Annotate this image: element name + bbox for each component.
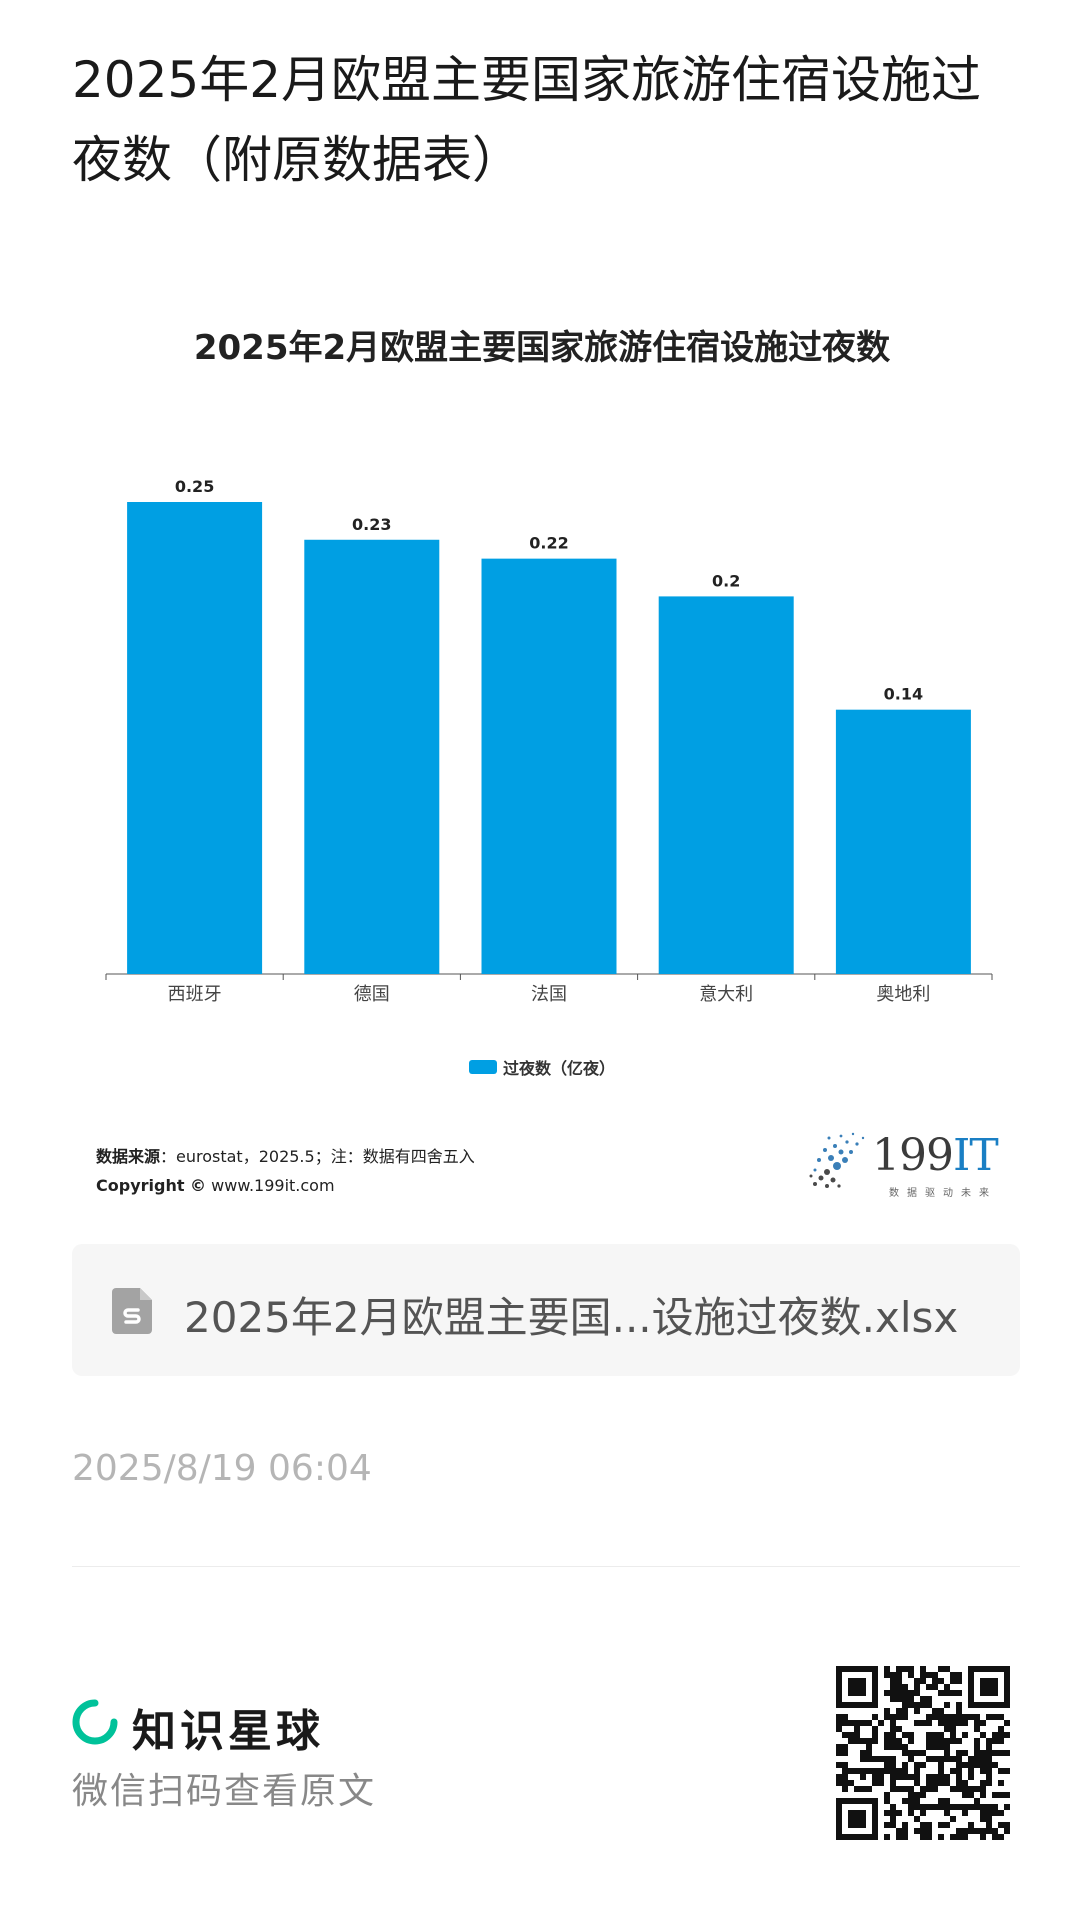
bar-3 — [658, 596, 794, 974]
bar-value-label: 0.14 — [884, 685, 923, 704]
divider — [72, 1566, 1020, 1567]
bar-value-label: 0.25 — [175, 477, 214, 496]
logo-tagline: 数据驱动未来 — [889, 1188, 997, 1199]
logo-text-accent: IT — [952, 1130, 999, 1181]
bar-value-label: 0.23 — [352, 515, 391, 534]
bar-4 — [835, 709, 971, 974]
source-label: 数据来源 — [96, 1147, 161, 1166]
x-tick-label: 法国 — [531, 984, 567, 1005]
source-text: ：eurostat，2025.5；注：数据有四舍五入 — [160, 1147, 475, 1166]
logo-text-main: 199 — [872, 1130, 954, 1181]
logo-wordmark: 199IT — [872, 1130, 999, 1181]
logo-dots-icon — [809, 1132, 865, 1188]
bar-value-label: 0.2 — [712, 571, 740, 590]
bar-1 — [304, 539, 440, 974]
bar-0 — [127, 502, 263, 974]
source-block: 数据来源：eurostat，2025.5；注：数据有四舍五入 Copyright… — [96, 1142, 475, 1200]
bar-value-label: 0.22 — [529, 534, 568, 553]
post-timestamp: 2025/8/19 06:04 — [72, 1448, 372, 1489]
copyright-line: Copyright © www.199it.com — [96, 1171, 475, 1200]
chart-image: 2025年2月欧盟主要国家旅游住宿设施过夜数 0.25 西班牙 0.23 德国 0.22… — [72, 300, 1012, 1220]
scan-hint: 微信扫码查看原文 — [72, 1771, 377, 1812]
attachment-filename: 2025年2月欧盟主要国...设施过夜数.xlsx — [184, 1293, 959, 1342]
page-title: 2025年2月欧盟主要国家旅游住宿设施过夜数（附原数据表） — [72, 51, 982, 189]
x-tick-label: 德国 — [354, 984, 390, 1005]
bar-chart: 0.25 西班牙 0.23 德国 0.22 法国 0.2 意大利 0.14 奥地利 — [105, 477, 993, 1005]
x-tick-label: 西班牙 — [168, 984, 222, 1005]
legend-swatch — [468, 1060, 497, 1074]
logo-199it: 199IT 数据驱动未来 — [807, 1122, 1007, 1202]
spreadsheet-file-icon — [112, 1288, 152, 1334]
legend-label: 过夜数（亿夜） — [502, 1059, 615, 1078]
qr-code-icon[interactable] — [836, 1666, 1010, 1840]
bar-2 — [481, 558, 617, 974]
copyright-url: www.199it.com — [211, 1176, 335, 1195]
x-tick-label: 奥地利 — [876, 984, 930, 1005]
source-line: 数据来源：eurostat，2025.5；注：数据有四舍五入 — [96, 1142, 475, 1171]
attachment-card[interactable]: 2025年2月欧盟主要国...设施过夜数.xlsx — [72, 1244, 1020, 1376]
chart-title: 2025年2月欧盟主要国家旅游住宿设施过夜数 — [193, 328, 891, 368]
knowledge-planet-logo-icon — [72, 1699, 118, 1745]
chart-legend: 过夜数（亿夜） — [72, 1055, 1012, 1079]
brand-name: 知识星球 — [132, 1706, 324, 1757]
copyright-label: Copyright © — [96, 1176, 207, 1195]
x-tick-label: 意大利 — [699, 984, 753, 1005]
